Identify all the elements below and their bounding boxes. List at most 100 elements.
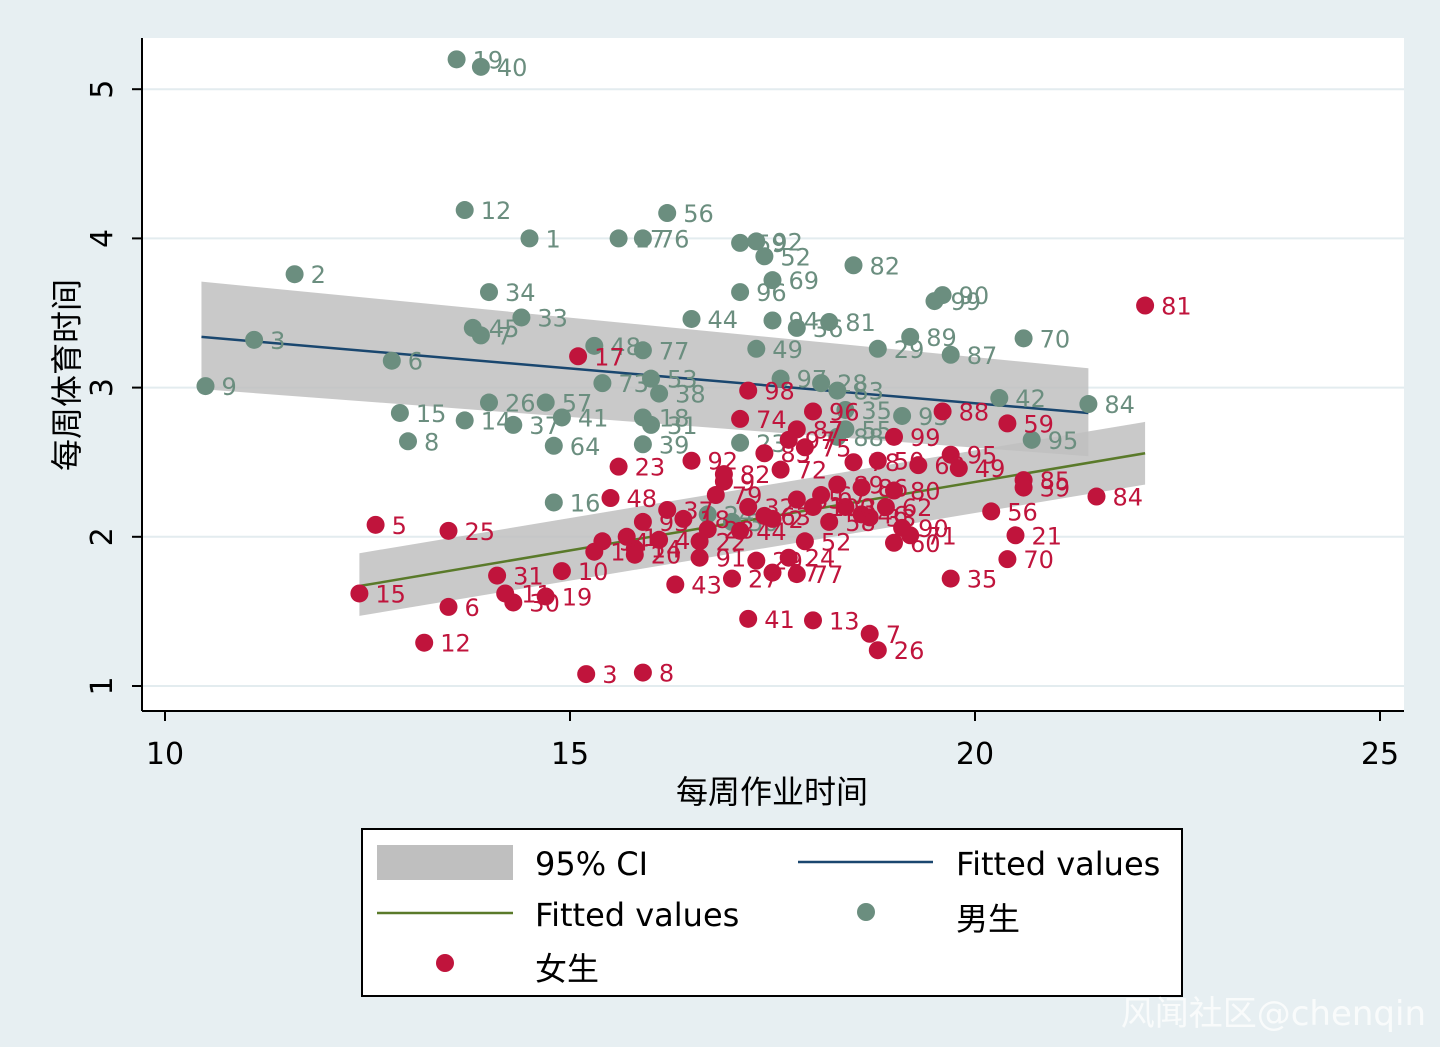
point-label-male: 42 — [1015, 385, 1046, 413]
point-label-female: 91 — [716, 545, 747, 573]
point-label-female: 97 — [805, 427, 836, 455]
point-male — [642, 416, 660, 434]
point-label-female: 70 — [1023, 546, 1054, 574]
point-male — [942, 346, 960, 364]
x-axis-title: 每周作业时间 — [676, 773, 868, 811]
point-label-male: 40 — [497, 54, 528, 82]
point-label-male: 15 — [416, 400, 447, 428]
x-tick-label: 20 — [956, 737, 994, 772]
point-female — [828, 476, 846, 494]
point-female — [699, 520, 717, 538]
point-label-male: 3 — [270, 327, 285, 355]
point-female — [747, 552, 765, 570]
point-female — [440, 522, 458, 540]
legend: 95% CI Fitted values Fitted values 男生 女生 — [362, 829, 1182, 996]
point-female — [666, 576, 684, 594]
point-label-female: 20 — [651, 542, 682, 570]
point-female — [707, 486, 725, 504]
point-female — [691, 549, 709, 567]
point-female — [755, 444, 773, 462]
legend-ci-swatch — [377, 845, 513, 880]
point-male — [658, 204, 676, 222]
point-label-male: 2 — [311, 261, 326, 289]
point-male — [683, 310, 701, 328]
point-label-female: 44 — [756, 518, 787, 546]
point-male — [553, 408, 571, 426]
point-female — [1136, 297, 1154, 315]
point-male — [245, 331, 263, 349]
point-female — [861, 625, 879, 643]
point-male — [610, 229, 628, 247]
point-label-female: 10 — [578, 558, 609, 586]
point-label-female: 29 — [772, 548, 803, 576]
point-male — [391, 404, 409, 422]
point-male — [747, 340, 765, 358]
point-male — [504, 416, 522, 434]
point-male — [845, 256, 863, 274]
point-male — [383, 352, 401, 370]
point-female — [715, 465, 733, 483]
point-female — [1007, 526, 1025, 544]
legend-fit-female-label: Fitted values — [535, 896, 739, 934]
point-female — [869, 641, 887, 659]
point-female — [610, 458, 628, 476]
y-axis-title: 每周体育时间 — [48, 279, 86, 471]
point-label-female: 49 — [975, 455, 1006, 483]
point-male — [731, 234, 749, 252]
point-label-female: 25 — [465, 518, 496, 546]
point-label-female: 3 — [602, 661, 617, 689]
point-male — [537, 394, 555, 412]
point-label-male: 84 — [1104, 391, 1135, 419]
point-label-female: 23 — [635, 454, 666, 482]
point-label-male: 34 — [505, 279, 536, 307]
point-label-female: 13 — [829, 607, 860, 635]
point-label-male: 41 — [578, 404, 609, 432]
point-label-male: 7 — [497, 322, 512, 350]
x-tick-label: 10 — [146, 737, 184, 772]
point-label-male: 96 — [756, 279, 787, 307]
point-female — [577, 665, 595, 683]
y-tick-label: 2 — [85, 527, 120, 546]
point-male — [448, 50, 466, 68]
point-male — [828, 382, 846, 400]
point-male — [286, 265, 304, 283]
point-male — [545, 493, 563, 511]
point-female — [1015, 479, 1033, 497]
point-label-female: 8 — [659, 660, 674, 688]
point-male — [197, 377, 215, 395]
point-male — [634, 229, 652, 247]
point-female — [367, 516, 385, 534]
point-label-male: 33 — [537, 304, 568, 332]
point-label-female: 84 — [1113, 484, 1144, 512]
point-label-female: 35 — [967, 566, 998, 594]
point-label-male: 16 — [570, 489, 601, 517]
y-tick-label: 5 — [85, 80, 120, 99]
point-label-female: 68 — [934, 452, 965, 480]
point-label-male: 44 — [708, 306, 739, 334]
legend-male-marker — [857, 903, 875, 921]
point-female — [739, 382, 757, 400]
point-male — [521, 229, 539, 247]
point-male — [650, 385, 668, 403]
point-female — [634, 664, 652, 682]
point-label-male: 36 — [813, 315, 844, 343]
point-female — [626, 546, 644, 564]
point-label-male: 12 — [481, 197, 512, 225]
point-label-male: 87 — [967, 342, 998, 370]
point-label-female: 17 — [594, 343, 625, 371]
point-label-female: 98 — [764, 378, 795, 406]
point-label-female: 19 — [562, 583, 593, 611]
x-tick-label: 25 — [1361, 737, 1399, 772]
point-male — [634, 341, 652, 359]
point-female — [683, 452, 701, 470]
point-label-female: 41 — [764, 606, 795, 634]
point-label-male: 29 — [894, 336, 925, 364]
point-label-male: 70 — [1040, 325, 1071, 353]
point-male — [399, 432, 417, 450]
point-female — [350, 584, 368, 602]
point-label-female: 26 — [894, 637, 925, 665]
y-tick-label: 3 — [85, 378, 120, 397]
x-tick-label: 15 — [551, 737, 589, 772]
point-male — [480, 283, 498, 301]
point-label-male: 64 — [570, 433, 601, 461]
